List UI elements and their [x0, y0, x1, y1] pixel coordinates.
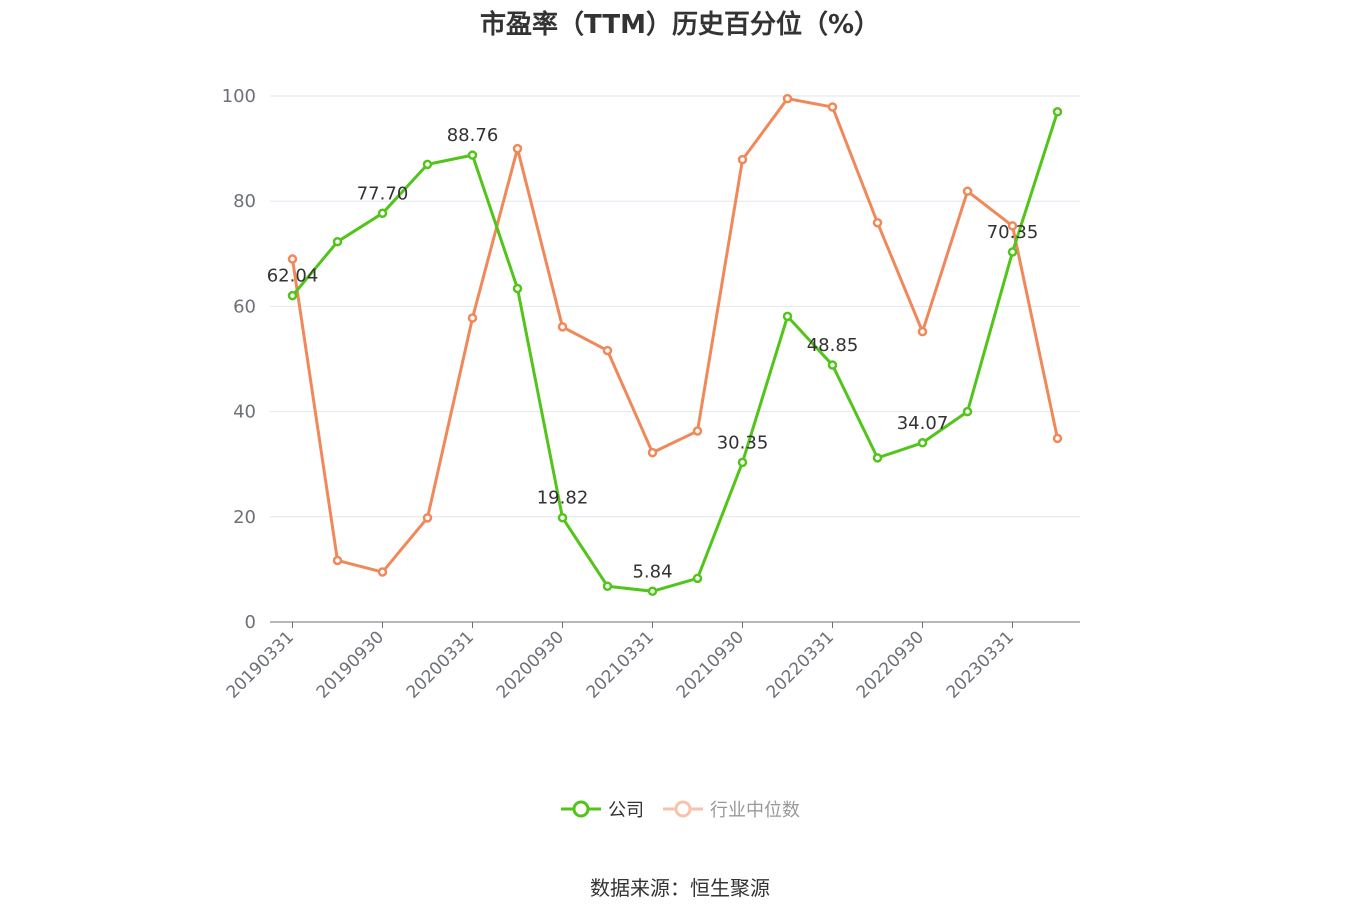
data-point-industry	[827, 102, 838, 112]
x-tick-label: 20190930	[313, 627, 388, 702]
data-point-industry	[512, 143, 523, 154]
data-point-company	[1007, 247, 1018, 257]
data-label: 30.35	[717, 432, 769, 453]
data-label: 19.82	[537, 488, 589, 509]
data-point-industry	[1052, 433, 1063, 444]
data-point-industry	[872, 218, 883, 228]
data-point-company	[692, 573, 703, 584]
industry-legend-label: 行业中位数	[710, 800, 800, 821]
data-point-industry	[287, 254, 298, 264]
data-point-company	[467, 150, 478, 160]
data-label: 48.85	[807, 335, 859, 356]
data-point-industry	[962, 186, 973, 196]
x-tick-label: 20230331	[943, 627, 1018, 702]
series-lines	[287, 93, 1063, 597]
company-legend-icon	[561, 800, 601, 818]
data-label: 5.84	[632, 561, 672, 582]
series-line-company	[291, 111, 1059, 593]
company-legend-label: 公司	[608, 800, 644, 821]
x-tick-label: 20200930	[493, 627, 568, 702]
line-chart: 0 20 40 60 80 100 20190331 20190930 20200331 2020…	[222, 86, 1080, 703]
y-tick-label: 80	[233, 191, 256, 212]
axes: 0 20 40 60 80 100 20190331 20190930 20200331 2020…	[222, 86, 1080, 703]
data-point-company	[917, 438, 928, 448]
data-point-company	[287, 290, 298, 301]
series-line-industry	[291, 97, 1059, 574]
data-label: 77.70	[357, 183, 409, 204]
data-point-company	[332, 236, 343, 247]
x-tick-label: 20190331	[223, 627, 298, 702]
x-tick-label: 20200331	[403, 627, 478, 702]
data-point-company	[737, 457, 748, 468]
chart-title: 市盈率（TTM）历史百分位（%）	[480, 10, 880, 40]
x-tick-label: 20220930	[853, 627, 928, 702]
data-point-company	[962, 406, 973, 417]
data-point-company	[1052, 107, 1063, 117]
data-point-company	[827, 360, 838, 370]
x-tick-label: 20210930	[673, 627, 748, 702]
data-point-industry	[782, 93, 793, 104]
y-tick-label: 20	[233, 507, 256, 528]
y-tick-label: 100	[222, 86, 256, 107]
y-tick-label: 40	[233, 402, 256, 423]
y-tick-label: 0	[245, 612, 256, 633]
data-point-industry	[332, 555, 343, 566]
data-point-company	[782, 311, 793, 322]
data-point-company	[557, 512, 568, 523]
data-source: 数据来源：恒生聚源	[590, 876, 770, 900]
data-labels: 62.04 77.70 88.76 19.82 5.84 30.35 48.85 34.07 7…	[267, 125, 1039, 582]
data-point-industry	[917, 326, 928, 337]
data-point-company	[377, 208, 388, 219]
data-point-company	[512, 283, 523, 294]
legend-item-industry[interactable]: 行业中位数	[662, 796, 800, 822]
data-point-industry	[557, 322, 568, 332]
legend: 公司 行业中位数	[0, 796, 1360, 822]
data-label: 88.76	[447, 125, 499, 146]
data-point-industry	[422, 513, 433, 523]
y-tick-label: 60	[233, 296, 256, 317]
data-point-industry	[692, 426, 703, 436]
data-point-industry	[737, 154, 748, 165]
data-point-company	[647, 586, 658, 597]
data-label: 34.07	[897, 413, 949, 434]
data-point-industry	[377, 567, 388, 577]
data-point-industry	[1007, 221, 1018, 231]
data-point-company	[872, 453, 883, 463]
x-tick-label: 20210331	[583, 627, 658, 702]
data-label: 70.35	[987, 222, 1039, 243]
data-point-industry	[602, 345, 613, 356]
data-point-company	[602, 581, 613, 591]
industry-legend-icon	[663, 800, 703, 818]
data-label: 62.04	[267, 266, 319, 287]
data-point-company	[422, 159, 433, 170]
grid-lines	[270, 95, 1080, 518]
data-point-industry	[467, 313, 478, 323]
data-point-industry	[647, 447, 658, 458]
x-tick-label: 20220331	[763, 627, 838, 702]
legend-item-company[interactable]: 公司	[560, 796, 644, 822]
